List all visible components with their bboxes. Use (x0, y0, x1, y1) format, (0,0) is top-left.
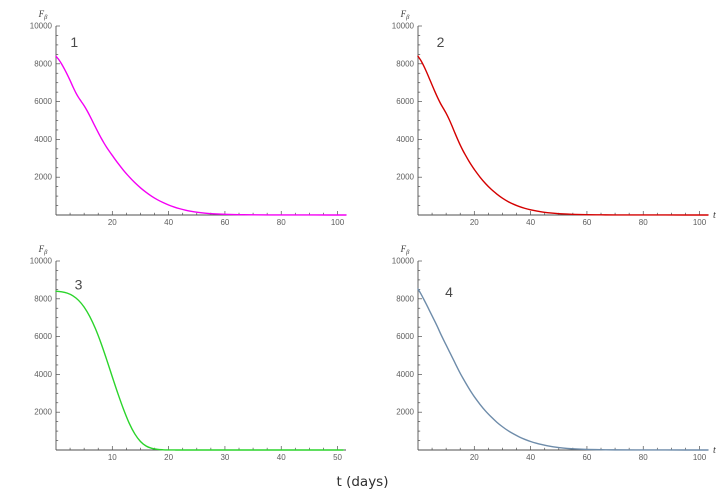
x-tick-label: 100 (693, 453, 707, 462)
y-axis-label: Fβ (400, 244, 411, 256)
y-tick-label: 8000 (396, 294, 414, 303)
panel-number-label: 4 (445, 284, 453, 300)
x-tick-label: 20 (164, 453, 173, 462)
x-tick-label: 60 (582, 218, 591, 227)
y-tick-label: 4000 (396, 135, 414, 144)
y-axis-label: Fβ (38, 9, 49, 21)
x-tick-label: 100 (331, 218, 345, 227)
plot-panel-4: 20 40 60 80 100 2000 4000 6000 8000 10000 Fβ t 4 (362, 235, 725, 470)
y-ticks: 2000 4000 6000 8000 10000 (30, 22, 60, 206)
series-curve (417, 288, 709, 451)
y-tick-label: 2000 (34, 408, 52, 417)
y-tick-label: 6000 (34, 97, 52, 106)
y-tick-label: 4000 (34, 370, 52, 379)
x-tick-label: 30 (220, 453, 229, 462)
y-axis-label: Fβ (400, 9, 411, 21)
y-tick-label: 4000 (34, 135, 52, 144)
x-tick-label: 20 (470, 218, 479, 227)
y-tick-label: 8000 (34, 294, 52, 303)
plots-grid: 20 40 60 80 100 2000 4000 6000 8000 10000 Fβ 1 20 40… (0, 0, 725, 470)
x-ticks: 10 20 30 40 50 (69, 446, 343, 462)
plot-panel-3: 10 20 30 40 50 2000 4000 6000 8000 10000 Fβ 3 (0, 235, 362, 470)
y-tick-label: 10000 (30, 22, 53, 31)
x-tick-label: 40 (526, 218, 535, 227)
x-tick-label: 40 (526, 453, 535, 462)
y-tick-label: 10000 (392, 257, 415, 266)
y-tick-label: 2000 (396, 173, 414, 182)
x-tick-label: 80 (277, 218, 286, 227)
y-tick-label: 6000 (34, 332, 52, 341)
x-tick-label: 80 (639, 218, 648, 227)
x-axis-end-label: t (713, 210, 716, 221)
y-tick-label: 2000 (396, 408, 414, 417)
y-tick-label: 2000 (34, 173, 52, 182)
x-tick-label: 20 (108, 218, 117, 227)
x-tick-label: 40 (164, 218, 173, 227)
plot-panel-1: 20 40 60 80 100 2000 4000 6000 8000 10000 Fβ 1 (0, 0, 362, 235)
x-tick-label: 80 (639, 453, 648, 462)
x-tick-label: 100 (693, 218, 707, 227)
y-ticks: 2000 4000 6000 8000 10000 (392, 22, 422, 206)
y-axis-label: Fβ (38, 244, 49, 256)
x-tick-label: 50 (333, 453, 342, 462)
panel-number-label: 3 (75, 276, 83, 292)
x-tick-label: 10 (108, 453, 117, 462)
y-tick-label: 10000 (30, 257, 53, 266)
panel-number-label: 1 (70, 34, 78, 50)
x-axis-end-label: t (713, 445, 716, 456)
x-tick-label: 60 (220, 218, 229, 227)
plot-panel-2: 20 40 60 80 100 2000 4000 6000 8000 10000 Fβ t 2 (362, 0, 725, 235)
figure-x-axis-label: t (days) (336, 474, 389, 490)
y-ticks: 2000 4000 6000 8000 10000 (392, 257, 422, 441)
y-tick-label: 8000 (396, 59, 414, 68)
x-ticks: 20 40 60 80 100 (431, 211, 707, 227)
y-tick-label: 6000 (396, 97, 414, 106)
y-tick-label: 10000 (392, 22, 415, 31)
x-tick-label: 60 (582, 453, 591, 462)
x-tick-label: 40 (277, 453, 286, 462)
y-tick-label: 6000 (396, 332, 414, 341)
y-tick-label: 8000 (34, 59, 52, 68)
panel-number-label: 2 (437, 34, 445, 50)
series-curve (55, 290, 344, 451)
y-ticks: 2000 4000 6000 8000 10000 (30, 257, 60, 441)
series-curve (55, 55, 347, 216)
x-tick-label: 20 (470, 453, 479, 462)
y-tick-label: 4000 (396, 370, 414, 379)
series-curve (417, 55, 709, 216)
